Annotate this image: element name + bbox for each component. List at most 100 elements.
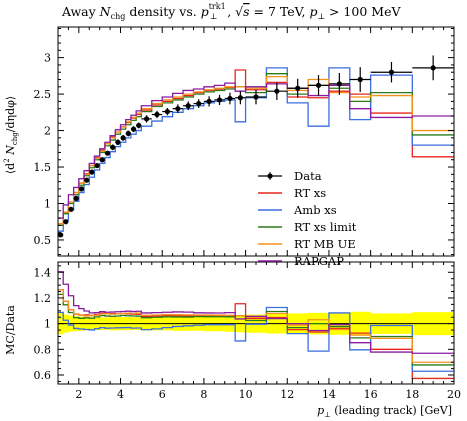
legend-entry-rapgap: RAPGAP [258, 254, 344, 268]
x-tick-label: 2 [75, 388, 82, 401]
data-point [162, 107, 173, 116]
data-point [183, 101, 194, 111]
y-tick-label: 3 [44, 52, 51, 65]
ratio-line-rapgap [58, 271, 454, 354]
data-point [84, 177, 90, 183]
data-point [63, 219, 69, 225]
x-tick-label: 16 [364, 388, 378, 401]
legend-entry-data: Data [258, 169, 322, 183]
y-tick-label: 0.6 [34, 369, 52, 382]
data-point-marker [164, 108, 171, 115]
data-point [203, 96, 215, 107]
ratio-line-amb-xs [58, 306, 454, 372]
x-tick-label: 18 [405, 388, 419, 401]
data-point-marker [206, 98, 212, 104]
data-point [151, 110, 163, 119]
data-point [349, 67, 371, 92]
main-plot-area: 0.5 1 1.5 2 2.5 3 [34, 26, 455, 257]
data-point [308, 75, 329, 96]
data-point [73, 195, 79, 201]
legend-label: Amb xs [293, 203, 337, 217]
data-point-marker [357, 76, 363, 83]
data-point-marker [89, 169, 95, 175]
data-point-marker [58, 232, 64, 238]
data-point-marker [185, 103, 191, 109]
data-point-marker [388, 69, 395, 75]
data-point [235, 91, 246, 105]
data-point [99, 157, 105, 163]
ratio-y-axis-label: MC/Data [4, 305, 17, 355]
data-point [94, 162, 100, 169]
data-point-marker [136, 122, 142, 129]
main-y-axis-label: ⟨d2 Nchg/dηdφ⟩ [3, 96, 19, 174]
legend-label: Data [294, 169, 322, 183]
data-point-marker [94, 162, 100, 169]
y-tick-label: 1.2 [34, 292, 52, 305]
data-point [287, 78, 309, 98]
data-point [78, 186, 85, 192]
legend-label: RAPGAP [294, 254, 344, 268]
data-point-marker [237, 95, 243, 101]
data-point [141, 115, 152, 123]
data-point [214, 94, 225, 106]
data-point-marker [63, 219, 69, 225]
data-point [370, 62, 413, 83]
data-point-marker [99, 157, 105, 163]
data-point-marker [196, 100, 202, 107]
data-point [120, 134, 126, 141]
x-tick-label: 14 [322, 388, 336, 401]
legend-entry-amb-xs: Amb xs [258, 203, 337, 217]
x-tick-label: 10 [239, 388, 253, 401]
data-point [125, 130, 131, 137]
data-point [224, 92, 236, 105]
data-point [266, 82, 288, 100]
data-point [89, 169, 95, 175]
x-tick-label: 20 [447, 388, 461, 401]
data-point [136, 122, 142, 129]
data-point [245, 89, 267, 105]
data-point [412, 55, 454, 81]
data-point-marker [430, 65, 436, 71]
y-tick-label: 2 [44, 125, 51, 138]
data-point-marker [253, 94, 259, 100]
data-point-marker [216, 97, 223, 103]
data-point-marker [73, 195, 79, 201]
ratio-line-rt-xs [58, 289, 454, 380]
legend-label: RT xs limit [294, 220, 357, 234]
x-tick-label: 8 [200, 388, 207, 401]
x-axis-label: p⊥ (leading track) [GeV] [317, 404, 452, 419]
legend-label: RT xs [294, 186, 326, 200]
data-point-marker [120, 135, 126, 141]
y-tick-label: 1.4 [34, 266, 52, 279]
data-point-marker [78, 186, 85, 192]
series-line-amb-xs [58, 67, 454, 232]
y-tick-label: 1.5 [34, 161, 52, 174]
y-tick-label: 1 [44, 318, 51, 331]
y-tick-label: 1 [44, 197, 51, 210]
data-point-marker [143, 116, 150, 122]
y-tick-label: 0.8 [34, 343, 52, 356]
data-point-marker [274, 88, 280, 94]
data-point-marker [68, 206, 74, 212]
legend-label: RT MB UE [294, 237, 356, 251]
data-point [68, 206, 74, 212]
data-point [130, 126, 137, 133]
legend-entry-rt-xs-limit: RT xs limit [258, 220, 357, 234]
data-point-marker [227, 95, 233, 102]
data-point-marker [125, 130, 131, 137]
data-point [104, 150, 111, 156]
data-point-marker [175, 106, 181, 112]
x-tick-label: 4 [117, 388, 124, 401]
y-tick-label: 2.5 [34, 88, 52, 101]
data-point [193, 99, 204, 108]
ratio-plot-area: 2 4 6 8 10 12 14 16 18 20 0.6 0.8 1 1.2 1.4 [34, 261, 461, 401]
chart-title: Away Nchg density vs. ptrk1 ⊥, √s = 7 TeV… [61, 2, 401, 21]
data-point-marker [110, 144, 116, 150]
data-point [172, 104, 184, 114]
series-line-rapgap [58, 82, 454, 219]
legend: Data RT xs Amb xs RT xs limit RT MB UE RAPGAP [258, 169, 357, 268]
data-point-marker [130, 126, 137, 132]
data-point-marker [336, 81, 342, 87]
x-tick-label: 6 [159, 388, 166, 401]
